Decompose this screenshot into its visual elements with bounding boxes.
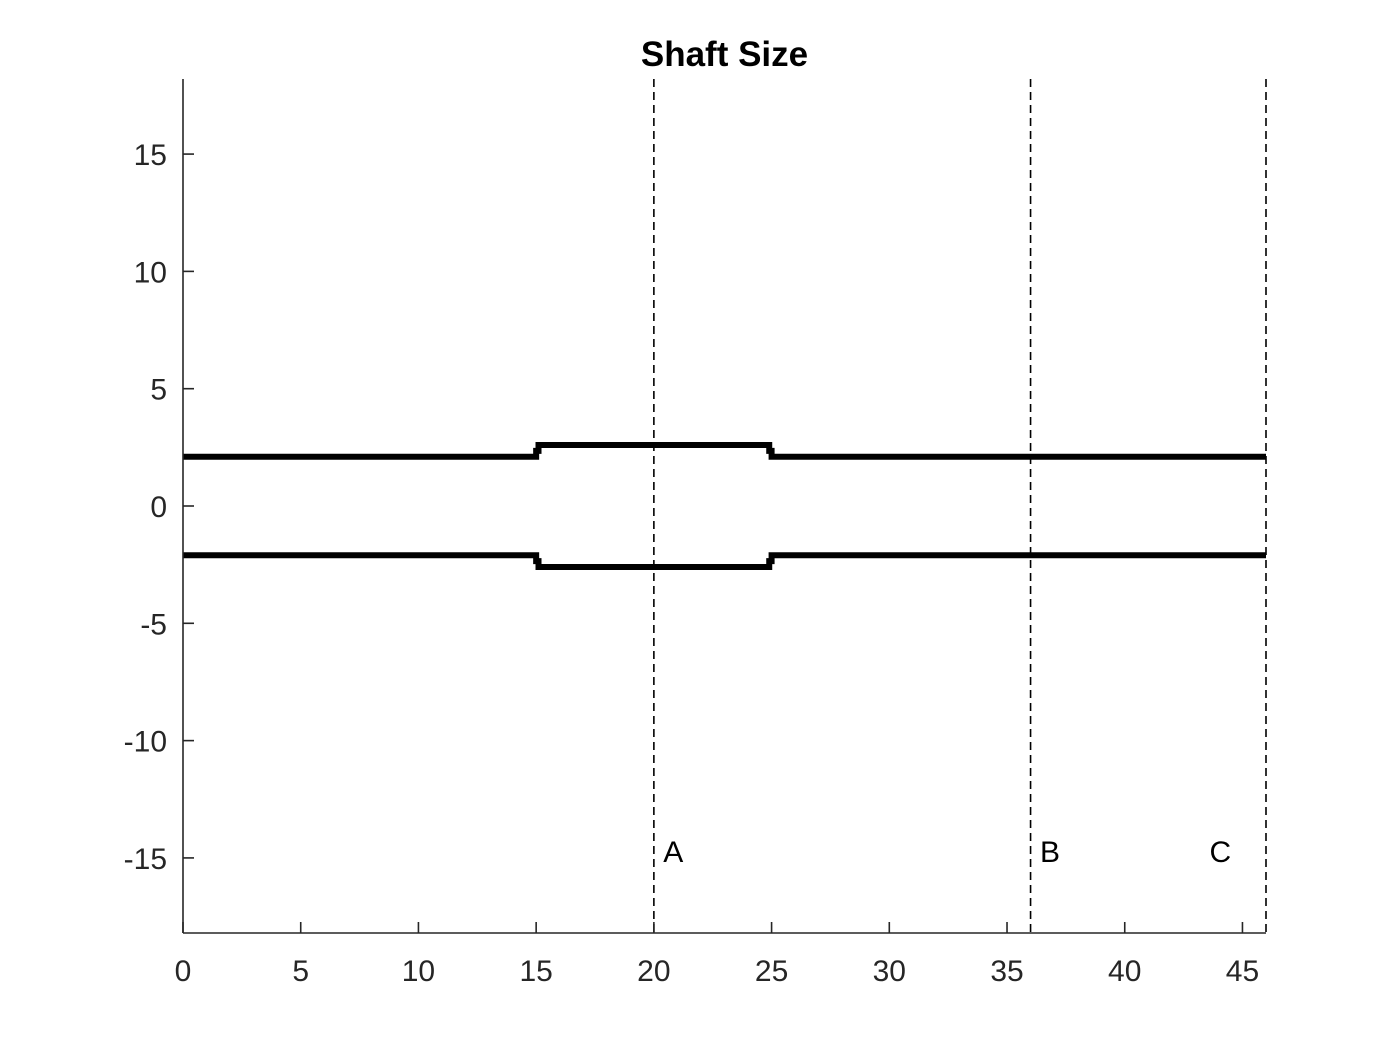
x-tick-label: 20 xyxy=(637,955,670,988)
series-line-1 xyxy=(183,442,1266,460)
plot-area xyxy=(183,79,1267,933)
chart-title: Shaft Size xyxy=(641,35,808,74)
x-tick-label: 40 xyxy=(1108,955,1141,988)
y-tick-label: 10 xyxy=(134,256,167,289)
x-tick-label: 25 xyxy=(755,955,788,988)
y-tick-label: -10 xyxy=(124,726,167,759)
y-tick-label: 0 xyxy=(150,491,167,524)
x-tick-label: 10 xyxy=(402,955,435,988)
y-tick-label: 15 xyxy=(134,139,167,172)
axes: 0 5 10 15 20 25 30 35 40 45 -15 -10 -5 0 5 10 15 xyxy=(124,79,1266,988)
y-tick-label: 5 xyxy=(150,374,167,407)
y-tick-label: -5 xyxy=(140,608,167,641)
y-tick-label: -15 xyxy=(124,843,167,876)
x-tick-label: 30 xyxy=(873,955,906,988)
annotation-a: A xyxy=(663,836,683,869)
x-tick-label: 0 xyxy=(175,955,192,988)
series-line-2 xyxy=(183,552,1266,570)
annotation-b: B xyxy=(1040,836,1060,869)
annotations: A B C xyxy=(663,836,1231,869)
x-tick-label: 45 xyxy=(1226,955,1259,988)
x-tick-label: 15 xyxy=(519,955,552,988)
x-tick-label: 5 xyxy=(292,955,309,988)
annotation-c: C xyxy=(1209,836,1231,869)
x-tick-label: 35 xyxy=(990,955,1023,988)
